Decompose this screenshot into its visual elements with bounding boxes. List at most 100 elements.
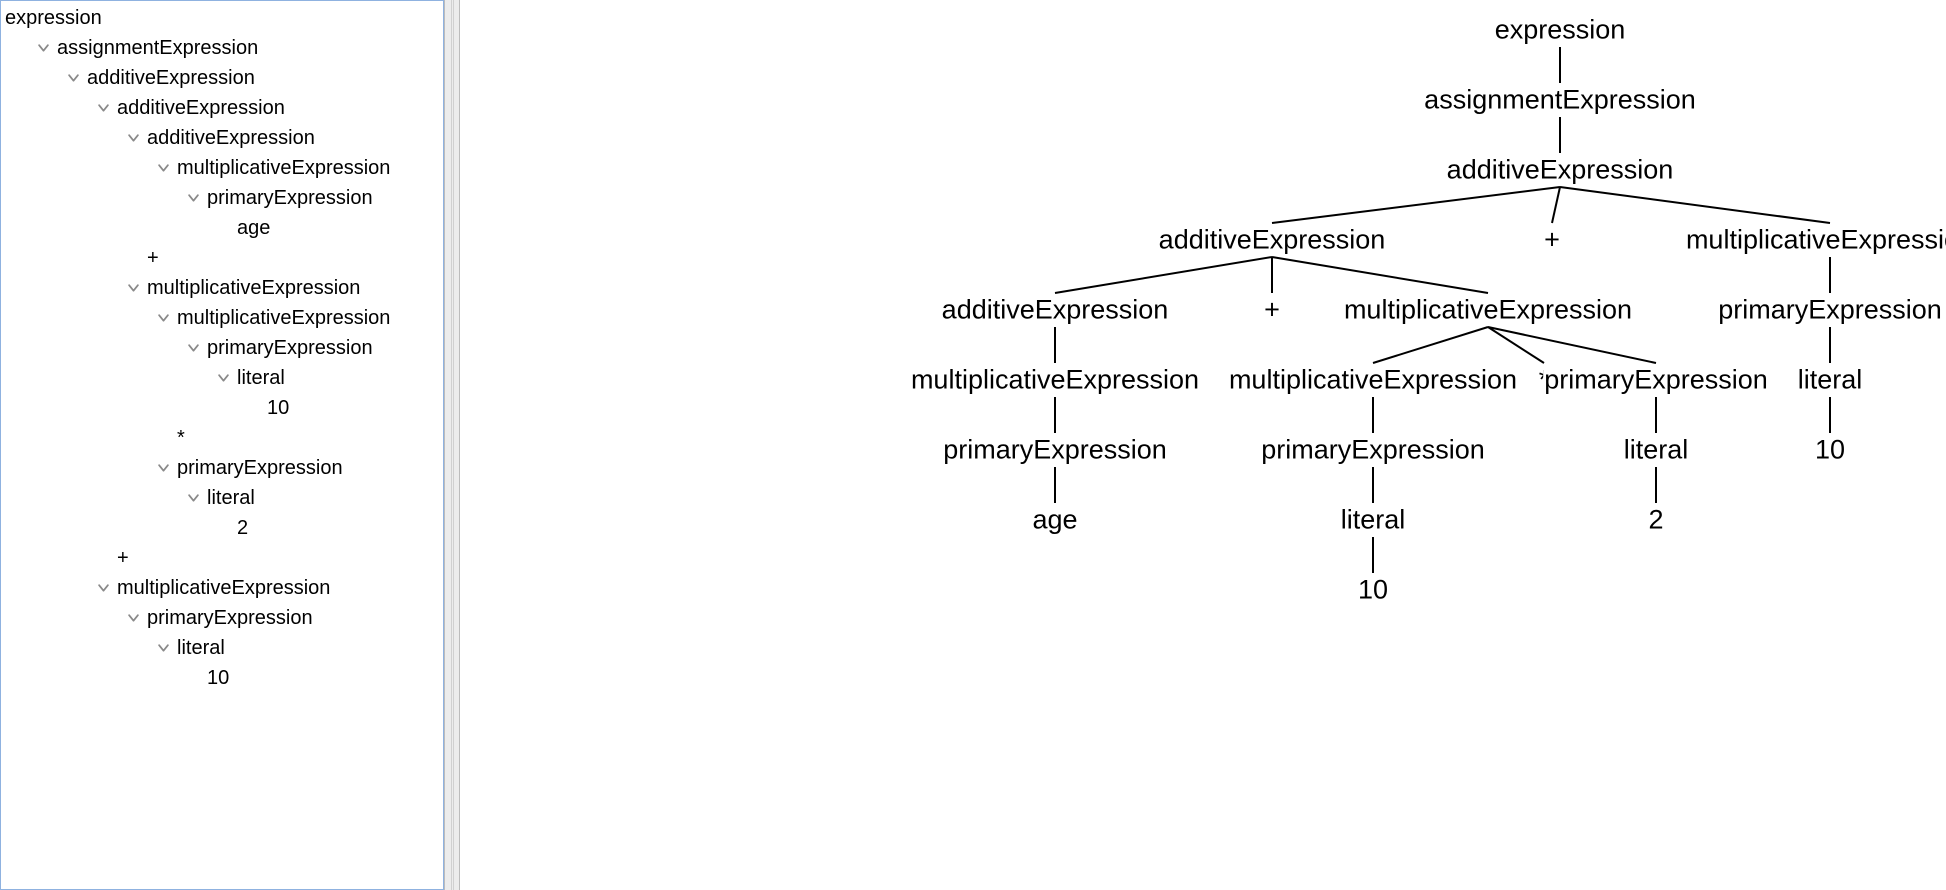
tree-node-label: 10 — [267, 397, 289, 420]
tree-row[interactable]: + — [91, 543, 443, 573]
diagram-node[interactable]: + — [1543, 225, 1561, 256]
tree-row[interactable]: multiplicativeExpression — [91, 573, 443, 603]
chevron-down-icon[interactable] — [95, 103, 111, 114]
tree-node-label: multiplicativeExpression — [177, 307, 390, 330]
diagram-node[interactable]: literal — [1340, 505, 1407, 536]
tree-row[interactable]: assignmentExpression — [31, 33, 443, 63]
diagram-node[interactable]: age — [1031, 505, 1078, 536]
pane-splitter[interactable] — [444, 0, 460, 890]
tree-row[interactable]: primaryExpression — [181, 333, 443, 363]
chevron-down-icon[interactable] — [125, 283, 141, 294]
tree-node-label: additiveExpression — [87, 67, 255, 90]
tree-node-label: literal — [207, 487, 255, 510]
diagram-node[interactable]: 10 — [1357, 575, 1389, 606]
tree-row[interactable]: * — [151, 423, 443, 453]
tree-node: + — [91, 543, 443, 573]
tree-node-label: additiveExpression — [147, 127, 315, 150]
tree-root: expression assignmentExpression additiveEx… — [1, 3, 443, 693]
tree-node: multiplicativeExpressionmultiplicativeEx… — [121, 273, 443, 543]
diagram-node[interactable]: 2 — [1647, 505, 1664, 536]
tree-row[interactable]: multiplicativeExpression — [121, 273, 443, 303]
tree-node-label: primaryExpression — [207, 337, 373, 360]
tree-row[interactable]: 10 — [181, 663, 443, 693]
chevron-down-icon[interactable] — [95, 583, 111, 594]
main-container: expression assignmentExpression additiveEx… — [0, 0, 1946, 890]
chevron-down-icon[interactable] — [125, 133, 141, 144]
diagram-node[interactable]: 10 — [1814, 435, 1846, 466]
chevron-down-icon[interactable] — [125, 613, 141, 624]
tree-row[interactable]: additiveExpression — [91, 93, 443, 123]
chevron-down-icon[interactable] — [35, 43, 51, 54]
diagram-node[interactable]: additiveExpression — [1158, 225, 1387, 256]
diagram-node[interactable]: primaryExpression — [942, 435, 1168, 466]
tree-node: additiveExpression multiplicativeExpressi… — [121, 123, 443, 243]
tree-row[interactable]: age — [211, 213, 443, 243]
tree-node: * — [151, 423, 443, 453]
diagram-node[interactable]: additiveExpression — [1446, 155, 1675, 186]
tree-row[interactable]: expression — [1, 3, 443, 33]
tree-node: multiplicativeExpression primaryExpressio… — [151, 153, 443, 243]
tree-row[interactable]: additiveExpression — [121, 123, 443, 153]
chevron-down-icon[interactable] — [215, 373, 231, 384]
tree-row[interactable]: primaryExpression — [181, 183, 443, 213]
tree-node: multiplicativeExpression primaryExpressio… — [91, 573, 443, 693]
tree-pane[interactable]: expression assignmentExpression additiveEx… — [0, 0, 444, 890]
tree-node: primaryExpression literal 2 — [151, 453, 443, 543]
tree-node: multiplicativeExpression primaryExpressio… — [151, 303, 443, 423]
diagram-edges — [460, 0, 1946, 890]
tree-row[interactable]: primaryExpression — [151, 453, 443, 483]
tree-node-label: multiplicativeExpression — [147, 277, 360, 300]
diagram-node[interactable]: primaryExpression — [1543, 365, 1769, 396]
tree-row[interactable]: 2 — [211, 513, 443, 543]
tree-node: + — [121, 243, 443, 273]
tree-node-label: 10 — [207, 667, 229, 690]
diagram-node[interactable]: literal — [1797, 365, 1864, 396]
diagram-node[interactable]: expression — [1494, 15, 1627, 46]
chevron-down-icon[interactable] — [155, 163, 171, 174]
tree-row[interactable]: multiplicativeExpression — [151, 303, 443, 333]
tree-row[interactable]: additiveExpression — [61, 63, 443, 93]
tree-node-label: 2 — [237, 517, 248, 540]
diagram-node[interactable]: literal — [1623, 435, 1690, 466]
diagram-edge — [1488, 327, 1656, 363]
diagram-node[interactable]: multiplicativeExpression — [1228, 365, 1518, 396]
diagram-node[interactable]: primaryExpression — [1260, 435, 1486, 466]
tree-node-label: multiplicativeExpression — [177, 157, 390, 180]
tree-node: 10 — [181, 663, 443, 693]
diagram-node[interactable]: assignmentExpression — [1423, 85, 1697, 116]
chevron-down-icon[interactable] — [155, 313, 171, 324]
tree-node: age — [211, 213, 443, 243]
tree-row[interactable]: literal — [151, 633, 443, 663]
chevron-down-icon[interactable] — [185, 493, 201, 504]
tree-node-label: primaryExpression — [207, 187, 373, 210]
diagram-pane[interactable]: expression assignmentExpression additiveEx… — [460, 0, 1946, 890]
chevron-down-icon[interactable] — [155, 643, 171, 654]
chevron-down-icon[interactable] — [155, 463, 171, 474]
tree-node: literal 10 — [151, 633, 443, 693]
tree-row[interactable]: literal — [181, 483, 443, 513]
tree-node: 10 — [241, 393, 443, 423]
tree-node: literal 10 — [211, 363, 443, 423]
tree-row[interactable]: + — [121, 243, 443, 273]
chevron-down-icon[interactable] — [65, 73, 81, 84]
chevron-down-icon[interactable] — [185, 193, 201, 204]
tree-row[interactable]: 10 — [241, 393, 443, 423]
tree-node: additiveExpression additiveExpression mult… — [91, 93, 443, 543]
diagram-edge — [1373, 327, 1488, 363]
tree-row[interactable]: literal — [211, 363, 443, 393]
tree-node-label: additiveExpression — [117, 97, 285, 120]
tree-row[interactable]: multiplicativeExpression — [151, 153, 443, 183]
chevron-down-icon[interactable] — [185, 343, 201, 354]
tree-node-label: literal — [237, 367, 285, 390]
diagram-node[interactable]: multiplicativeExpression — [1685, 225, 1946, 256]
tree-node-label: expression — [5, 7, 102, 30]
tree-node-label: assignmentExpression — [57, 37, 258, 60]
diagram-node[interactable]: primaryExpression — [1717, 295, 1943, 326]
tree-row[interactable]: primaryExpression — [121, 603, 443, 633]
tree-node-label: literal — [177, 637, 225, 660]
diagram-node[interactable]: multiplicativeExpression — [910, 365, 1200, 396]
tree-node-label: multiplicativeExpression — [117, 577, 330, 600]
diagram-node[interactable]: additiveExpression — [941, 295, 1170, 326]
diagram-node[interactable]: multiplicativeExpression — [1343, 295, 1633, 326]
diagram-node[interactable]: + — [1263, 295, 1281, 326]
